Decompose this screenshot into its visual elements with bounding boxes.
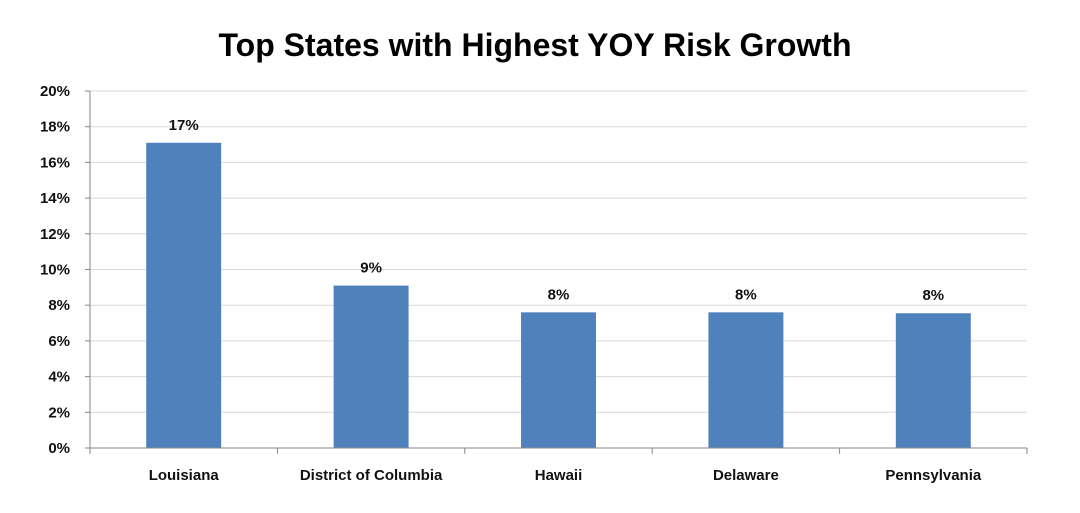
x-tick-label: Pennsylvania — [885, 467, 982, 484]
bar — [521, 312, 596, 448]
bar — [146, 142, 222, 448]
y-tick-label: 16% — [40, 154, 70, 171]
bar — [895, 313, 971, 448]
data-label: 8% — [735, 286, 757, 303]
chart-title: Top States with Highest YOY Risk Growth — [219, 27, 852, 63]
bar — [333, 285, 409, 448]
x-tick-label: District of Columbia — [300, 467, 443, 484]
y-tick-label: 14% — [40, 190, 70, 207]
y-tick-label: 0% — [48, 440, 70, 457]
x-axis-ticks: Louisiana District of Columbia Hawaii Delaw… — [89, 448, 1028, 484]
data-label: 9% — [360, 260, 382, 277]
data-label: 17% — [169, 117, 199, 134]
y-axis-ticks: 0% 2% 4% 6% 8% 10% 12% 14% 16% 18% 20% — [40, 83, 90, 457]
data-labels: 17% 9% 8% 8% 8% — [169, 117, 944, 304]
x-tick-label: Delaware — [713, 467, 779, 484]
y-tick-label: 2% — [48, 404, 70, 421]
axes — [89, 91, 1027, 449]
y-tick-label: 20% — [40, 83, 70, 100]
y-tick-label: 6% — [48, 333, 70, 350]
y-tick-label: 12% — [40, 226, 70, 243]
y-tick-label: 4% — [48, 369, 70, 386]
bars — [146, 142, 971, 448]
data-label: 8% — [922, 287, 944, 304]
y-tick-label: 18% — [40, 119, 70, 136]
x-tick-label: Louisiana — [149, 467, 220, 484]
y-tick-label: 10% — [40, 262, 70, 279]
x-tick-label: Hawaii — [535, 467, 583, 484]
gridlines — [90, 90, 1027, 413]
y-tick-label: 8% — [48, 297, 70, 314]
bar — [708, 312, 784, 448]
data-label: 8% — [548, 286, 570, 303]
